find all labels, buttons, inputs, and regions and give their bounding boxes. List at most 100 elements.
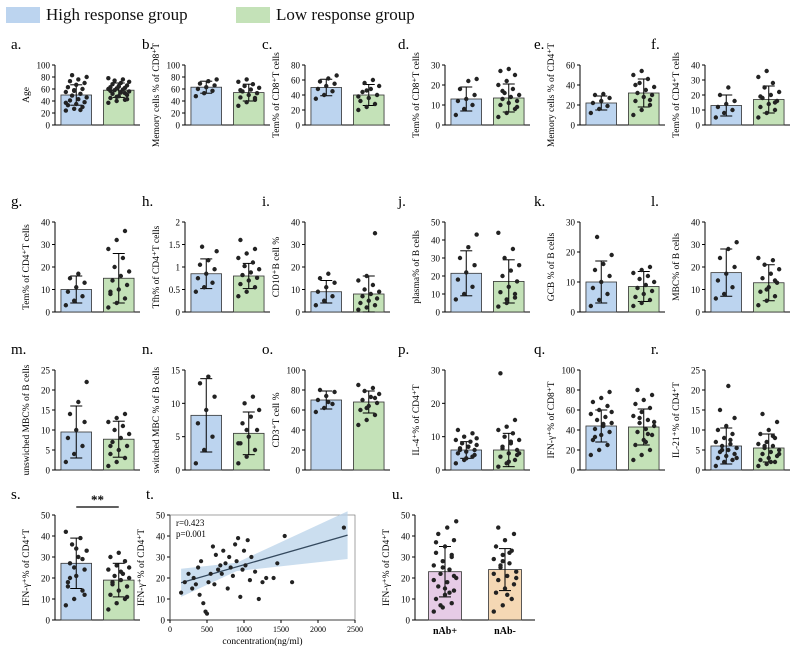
- l-point-low: [776, 267, 782, 272]
- t-point: [282, 533, 287, 539]
- q-point-high: [609, 409, 614, 415]
- s-point-high: [74, 573, 79, 579]
- r-point-high: [734, 445, 739, 451]
- a-y-label: Age: [22, 87, 32, 103]
- u-point-nab_pos: [431, 609, 436, 614]
- legend-low: Low response group: [236, 4, 415, 26]
- t-point: [230, 573, 235, 579]
- u-point-nab_pos: [447, 590, 452, 595]
- d-point-low: [512, 72, 518, 78]
- j-point-high: [474, 232, 479, 237]
- j-point-low: [502, 255, 507, 261]
- r-point-low: [758, 431, 763, 437]
- s-point-high: [80, 556, 85, 562]
- i-point-low: [372, 303, 378, 308]
- s-point-high: [78, 535, 83, 541]
- m-point-low: [106, 463, 111, 469]
- c-point-low: [364, 104, 369, 110]
- m-point-low: [116, 447, 121, 453]
- a-point-low: [126, 89, 132, 94]
- s-point-low: [124, 584, 130, 589]
- f-point-low: [762, 85, 767, 90]
- a-point-high: [67, 98, 73, 103]
- o-y-tick-label: 60: [291, 406, 301, 416]
- k-point-low: [641, 291, 646, 297]
- m-y-tick-label: 10: [41, 426, 51, 436]
- h-point-low: [246, 278, 251, 283]
- t-x-tick-label: 2000: [310, 625, 326, 634]
- i-point-low: [362, 287, 367, 292]
- e-point-low: [633, 82, 638, 88]
- r-point-high: [732, 451, 737, 457]
- s-point-high: [80, 588, 85, 593]
- c-point-low: [356, 107, 361, 113]
- n-point-high: [210, 434, 215, 439]
- b-point-low: [256, 85, 262, 91]
- t-point: [186, 571, 191, 576]
- p-point-low: [516, 451, 522, 456]
- p-point-high: [453, 461, 459, 466]
- l-point-high: [734, 240, 739, 245]
- o-point-low: [364, 417, 369, 423]
- m-y-label: unswiched MBC% of B cells: [21, 364, 32, 475]
- a-point-high: [63, 100, 69, 106]
- s-point-low: [126, 565, 132, 570]
- k-point-low: [631, 270, 636, 276]
- p-point-high: [455, 427, 461, 433]
- t-regression-line: [180, 534, 348, 584]
- i-point-low: [370, 282, 376, 288]
- b-point-low: [244, 77, 249, 82]
- u-point-nab_pos: [451, 588, 457, 593]
- o-point-low: [364, 405, 369, 411]
- r-point-low: [776, 451, 782, 457]
- c-panel-letter: c.: [262, 37, 272, 53]
- u-point-nab_neg: [491, 571, 496, 576]
- a-point-low: [112, 78, 117, 83]
- e-point-high: [599, 98, 604, 104]
- g-y-tick-label: 20: [41, 263, 51, 273]
- r-point-high: [730, 431, 735, 437]
- q-point-high: [590, 399, 596, 405]
- p-point-low: [514, 447, 520, 453]
- u-point-nab_pos: [447, 567, 452, 572]
- e-panel-letter: e.: [534, 37, 544, 53]
- i-panel-letter: i.: [262, 194, 270, 210]
- s-point-high: [69, 542, 75, 547]
- o-panel-letter: o.: [262, 342, 273, 358]
- j-point-low: [510, 246, 516, 252]
- r-y-tick-label: 10: [691, 426, 701, 436]
- e-point-low: [649, 92, 655, 98]
- t-point: [206, 580, 211, 585]
- s-point-low: [108, 554, 113, 560]
- l-y-tick-label: 40: [691, 218, 701, 228]
- n-point-low: [242, 401, 247, 406]
- c-point-low: [368, 86, 374, 92]
- r-point-high: [715, 427, 721, 433]
- j-point-low: [504, 297, 509, 302]
- b-point-low: [248, 87, 254, 92]
- t-point: [204, 611, 210, 616]
- g-point-low: [122, 228, 128, 234]
- n-point-low: [246, 434, 251, 439]
- a-point-high: [82, 80, 87, 86]
- o-point-high: [321, 405, 327, 411]
- u-point-nab_pos: [451, 538, 457, 543]
- u-panel-letter: u.: [392, 487, 403, 503]
- u-point-nab_neg: [500, 603, 505, 608]
- a-point-low: [110, 82, 115, 87]
- j-point-high: [457, 255, 463, 261]
- m-point-high: [63, 459, 69, 465]
- t-point: [275, 561, 280, 566]
- o-y-tick-label: 20: [291, 446, 301, 456]
- q-point-low: [633, 442, 638, 448]
- s-point-low: [106, 607, 111, 612]
- a-point-high: [69, 93, 75, 98]
- j-point-low: [496, 304, 501, 309]
- q-point-low: [647, 405, 653, 411]
- f-point-low: [772, 107, 778, 113]
- g-point-high: [65, 289, 71, 294]
- h-y-tick-label: 0: [176, 308, 181, 318]
- b-y-label: Memory cells % of CD8⁺T: [151, 43, 162, 147]
- t-panel-letter: t.: [146, 487, 154, 503]
- r-point-high: [728, 441, 733, 447]
